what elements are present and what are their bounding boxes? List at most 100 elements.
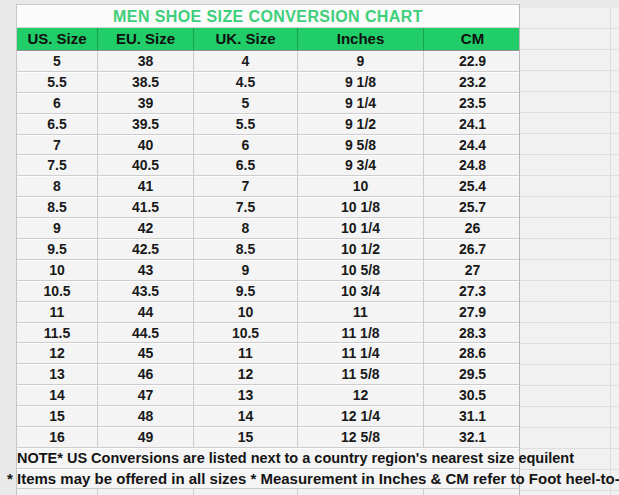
cell-us-size: 5	[17, 51, 98, 71]
cell-cm: 28.6	[424, 343, 521, 363]
cell-uk-size: 9.5	[194, 281, 298, 301]
table-row: 11.5 44.5 10.5 11 1/8 28.3	[17, 323, 519, 344]
cell-cm: 26	[424, 218, 521, 238]
cell-cm: 23.2	[424, 72, 521, 92]
table-row: 6 39 5 9 1/4 23.5	[17, 93, 519, 114]
conversion-table: MEN SHOE SIZE CONVERSION CHART US. Size …	[16, 4, 520, 495]
cell-us-size: 7.5	[17, 155, 98, 175]
cell-us-size: 16	[17, 427, 98, 447]
cell-us-size: 11	[17, 302, 98, 322]
cell-uk-size: 4	[194, 51, 298, 71]
table-row: 11 44 10 11 27.9	[17, 302, 519, 323]
cell-uk-size: 8	[194, 218, 298, 238]
cell-inches: 10	[298, 176, 424, 196]
cell-eu-size: 46	[98, 364, 194, 384]
cell-inches: 10 1/2	[298, 239, 424, 259]
cell-uk-size: 6.5	[194, 155, 298, 175]
cell-cm: 25.7	[424, 197, 521, 217]
table-row: 13 46 12 11 5/8 29.5	[17, 364, 519, 385]
cell-eu-size: 41	[98, 176, 194, 196]
empty-cell	[194, 489, 298, 495]
cell-uk-size: 11	[194, 343, 298, 363]
cell-uk-size: 10.5	[194, 323, 298, 343]
table-rows: 5 38 4 9 22.9 5.5 38.5 4.5 9 1/8 23.2 6 …	[17, 51, 519, 448]
cell-uk-size: 13	[194, 385, 298, 405]
cell-cm: 24.1	[424, 114, 521, 134]
cell-uk-size: 7	[194, 176, 298, 196]
empty-cell	[98, 489, 194, 495]
column-header-cm: CM	[424, 28, 521, 50]
cell-inches: 11 5/8	[298, 364, 424, 384]
cell-eu-size: 43.5	[98, 281, 194, 301]
column-header-eu-size: EU. Size	[98, 28, 194, 50]
column-header-uk-size: UK. Size	[194, 28, 298, 50]
spreadsheet: MEN SHOE SIZE CONVERSION CHART US. Size …	[0, 0, 619, 495]
cell-eu-size: 47	[98, 385, 194, 405]
cell-inches: 11 1/8	[298, 323, 424, 343]
cell-inches: 9 1/4	[298, 93, 424, 113]
cell-uk-size: 5.5	[194, 114, 298, 134]
cell-us-size: 11.5	[17, 323, 98, 343]
table-header: US. Size EU. Size UK. Size Inches CM	[17, 28, 519, 51]
cell-uk-size: 4.5	[194, 72, 298, 92]
cell-inches: 9 1/2	[298, 114, 424, 134]
cell-inches: 9 5/8	[298, 135, 424, 155]
cell-us-size: 12	[17, 343, 98, 363]
cell-inches: 12 5/8	[298, 427, 424, 447]
cell-us-size: 5.5	[17, 72, 98, 92]
cell-uk-size: 7.5	[194, 197, 298, 217]
cell-eu-size: 41.5	[98, 197, 194, 217]
note-measurement-text: * Items may be offered in all sizes * Me…	[7, 469, 619, 488]
table-row: 7 40 6 9 5/8 24.4	[17, 135, 519, 156]
note-measurement: * Items may be offered in all sizes * Me…	[17, 469, 519, 489]
cell-us-size: 6.5	[17, 114, 98, 134]
cell-cm: 24.8	[424, 155, 521, 175]
cell-cm: 29.5	[424, 364, 521, 384]
cell-inches: 12	[298, 385, 424, 405]
cell-cm: 31.1	[424, 406, 521, 426]
cell-cm: 26.7	[424, 239, 521, 259]
cell-inches: 10 1/4	[298, 218, 424, 238]
partial-bottom-row	[17, 489, 519, 495]
cell-cm: 22.9	[424, 51, 521, 71]
cell-eu-size: 38	[98, 51, 194, 71]
table-row: 8.5 41.5 7.5 10 1/8 25.7	[17, 197, 519, 218]
cell-us-size: 10.5	[17, 281, 98, 301]
cell-us-size: 9.5	[17, 239, 98, 259]
cell-uk-size: 6	[194, 135, 298, 155]
page-title: MEN SHOE SIZE CONVERSION CHART	[17, 4, 519, 28]
cell-cm: 23.5	[424, 93, 521, 113]
empty-cell	[298, 489, 424, 495]
cell-us-size: 7	[17, 135, 98, 155]
cell-inches: 11 1/4	[298, 343, 424, 363]
table-row: 8 41 7 10 25.4	[17, 176, 519, 197]
table-row: 10.5 43.5 9.5 10 3/4 27.3	[17, 281, 519, 302]
table-row: 14 47 13 12 30.5	[17, 385, 519, 406]
table-row: 16 49 15 12 5/8 32.1	[17, 427, 519, 448]
cell-cm: 30.5	[424, 385, 521, 405]
empty-cell	[424, 489, 521, 495]
cell-eu-size: 42.5	[98, 239, 194, 259]
cell-eu-size: 40	[98, 135, 194, 155]
note-conversions: NOTE* US Conversions are listed next to …	[17, 448, 519, 469]
cell-us-size: 10	[17, 260, 98, 280]
cell-inches: 9 3/4	[298, 155, 424, 175]
cell-us-size: 13	[17, 364, 98, 384]
cell-uk-size: 8.5	[194, 239, 298, 259]
cell-inches: 11	[298, 302, 424, 322]
cell-uk-size: 10	[194, 302, 298, 322]
cell-us-size: 15	[17, 406, 98, 426]
cell-eu-size: 38.5	[98, 72, 194, 92]
table-row: 5 38 4 9 22.9	[17, 51, 519, 72]
table-row: 5.5 38.5 4.5 9 1/8 23.2	[17, 72, 519, 93]
cell-uk-size: 14	[194, 406, 298, 426]
cell-inches: 10 5/8	[298, 260, 424, 280]
table-row: 9 42 8 10 1/4 26	[17, 218, 519, 239]
cell-inches: 9 1/8	[298, 72, 424, 92]
table-row: 7.5 40.5 6.5 9 3/4 24.8	[17, 155, 519, 176]
cell-eu-size: 43	[98, 260, 194, 280]
cell-cm: 24.4	[424, 135, 521, 155]
cell-uk-size: 12	[194, 364, 298, 384]
cell-eu-size: 40.5	[98, 155, 194, 175]
cell-eu-size: 45	[98, 343, 194, 363]
